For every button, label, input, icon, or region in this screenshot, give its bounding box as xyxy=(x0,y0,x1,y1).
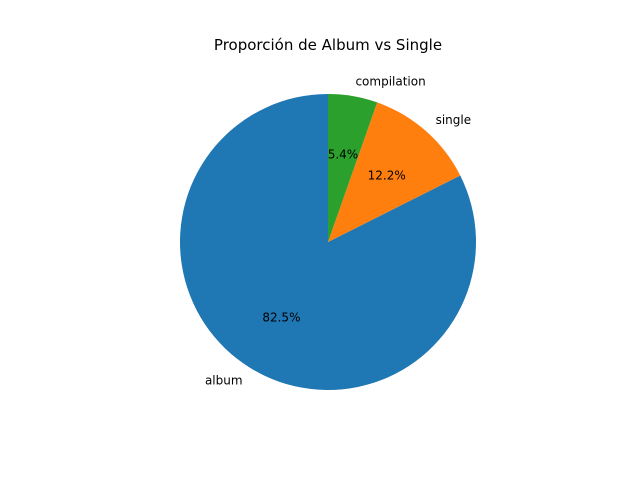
pct-label-compilation: 5.4% xyxy=(328,147,359,161)
pie-labels: album 82.5% single 12.2% compilation 5.4% xyxy=(205,75,471,388)
pie-slices xyxy=(180,94,477,390)
pie-slice-album xyxy=(180,94,477,390)
slice-label-single: single xyxy=(436,113,472,127)
chart-title: Proporción de Album vs Single xyxy=(214,36,442,54)
pie-slice-single xyxy=(328,102,461,242)
slice-label-compilation: compilation xyxy=(355,75,425,89)
pct-label-single: 12.2% xyxy=(368,168,406,182)
pie-slice-compilation xyxy=(328,94,378,242)
slice-label-album: album xyxy=(205,374,243,388)
pct-label-album: 82.5% xyxy=(262,311,300,325)
